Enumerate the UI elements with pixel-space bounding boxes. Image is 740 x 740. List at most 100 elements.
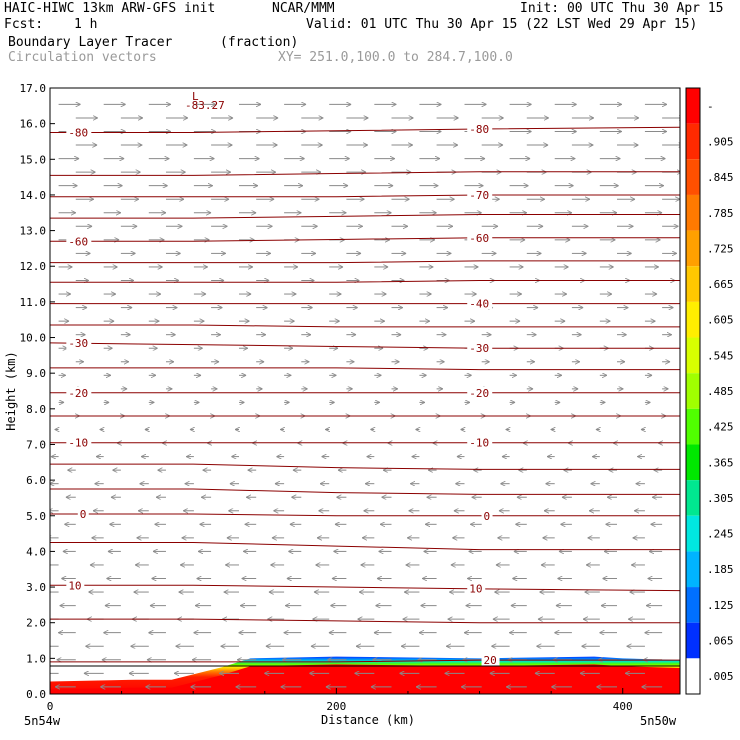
field-name: Boundary Layer Tracer [8,35,173,50]
org-label: NCAR/MMM [272,1,335,16]
y-tick-label: 8.0 [26,403,46,416]
colorbar-swatch [686,88,700,124]
isotherm [50,260,680,264]
colorbar-label: .605 [707,314,734,327]
isotherm [50,214,680,219]
colorbar-swatch [686,480,700,516]
isotherm-label: -40 [469,298,489,311]
colorbar-swatch [686,301,700,338]
y-tick-label: 11.0 [20,296,47,309]
circulation-vectors [50,104,680,686]
colorbar-swatch [686,658,700,694]
colorbar: - .905 .845 .785 .725 .665 .605 .545 .485 .425 .36… [685,87,734,695]
colorbar-label: .665 [707,278,734,291]
plot-frame [49,87,681,695]
y-tick-label: 0.0 [26,688,46,701]
y-tick-label: 9.0 [26,367,46,380]
colorbar-label: - [707,100,714,113]
colorbar-label: .245 [707,528,734,541]
isotherm-label-bg [467,386,493,399]
isotherm-label-bg [66,579,85,592]
axes: 0.0 1.0 2.0 3.0 4.0 5.0 6.0 7.0 8.0 9.0 10.0 11.0 12… [20,82,633,713]
colorbar-swatch [686,123,700,160]
y-tick-label: 13.0 [20,225,47,238]
init-time: Init: 00 UTC Thu 30 Apr 15 [520,1,724,16]
isotherm-label: -30 [68,337,88,350]
isotherm-label: -80 [469,123,489,136]
isotherm-label-bg [467,231,493,244]
field-units: (fraction) [220,35,299,50]
isotherm [50,194,680,198]
colorbar-label: .005 [707,670,734,683]
x-right-endpoint: 5n50w [640,714,677,728]
y-tick-label: 14.0 [20,189,47,202]
colorbar-frame [685,87,701,695]
colorbar-swatch [686,551,700,588]
colorbar-swatch [686,515,700,552]
colorbar-swatch [686,444,700,481]
isotherm-label: -80 [68,127,88,140]
isotherm-label: -30 [469,342,489,355]
x-left-endpoint: 5n54w [24,714,61,728]
isotherm-label-bg [66,126,92,139]
isotherm-label: 0 [484,510,491,523]
minimum-value: -83.27 [185,99,225,112]
temperature-contours: -80 -80 -70 -60 -60 -40 -30 -30 -20 -20 -10 -10 0 0 10… [50,123,680,667]
y-tick-label: 2.0 [26,617,46,630]
colorbar-label: .185 [707,563,734,576]
x-tick-label: 400 [613,700,633,713]
isotherm-label: -60 [68,235,88,248]
isotherm-label-bg [467,582,486,595]
x-axis-title: Distance (km) [321,713,415,727]
isotherm-label-bg [467,436,493,449]
isotherm-label: 20 [484,654,497,667]
isotherm-label-bg [467,297,493,310]
fcst-value: 1 h [74,17,98,32]
isotherm-label: -10 [68,437,88,450]
isotherm [50,279,680,283]
y-tick-label: 1.0 [26,652,46,665]
cross-section-endpoints: XY= 251.0,100.0 to 284.7,100.0 [278,50,513,65]
y-tick-label: 12.0 [20,260,47,273]
isotherm-label: 0 [80,508,87,521]
colorbar-label: .425 [707,421,734,434]
colorbar-swatch [686,622,700,659]
colorbar-swatch [686,373,700,409]
isotherm-label-bg [77,507,89,520]
vectors-label: Circulation vectors [8,50,157,65]
x-tick-label: 200 [326,700,346,713]
isotherm-label-bg [467,189,493,202]
isotherm [50,463,680,470]
colorbar-label: .125 [707,599,734,612]
isotherm-label-bg [66,235,92,248]
fcst-label: Fcst: [4,17,44,32]
colorbar-swatch [686,194,700,231]
isotherm [50,171,680,176]
colorbar-swatch [686,337,700,374]
y-tick-label: 10.0 [20,332,47,345]
isotherm-label-bg [481,509,493,522]
y-tick-label: 6.0 [26,474,46,487]
isotherm-label-bg [467,342,493,355]
colorbar-swatch [686,408,700,445]
colorbar-label: .065 [707,635,734,648]
isotherm-label: 10 [469,583,482,596]
isotherm [50,367,680,371]
isotherm [50,618,680,624]
colorbar-label: .305 [707,492,734,505]
colorbar-label: .545 [707,349,734,362]
colorbar-swatch [686,159,700,195]
tracer-core [50,664,680,694]
isotherm [50,488,680,495]
y-tick-label: 17.0 [20,82,47,95]
isotherm [50,542,680,551]
isotherm-label: -60 [469,232,489,245]
y-tick-label: 15.0 [20,153,47,166]
colorbar-swatch [686,266,700,302]
isotherm-label-bg [66,436,92,449]
x-tick-label: 0 [47,700,54,713]
y-tick-label: 7.0 [26,438,46,451]
isotherm [50,324,680,328]
y-tick-label: 16.0 [20,118,47,131]
colorbar-label: .485 [707,385,734,398]
